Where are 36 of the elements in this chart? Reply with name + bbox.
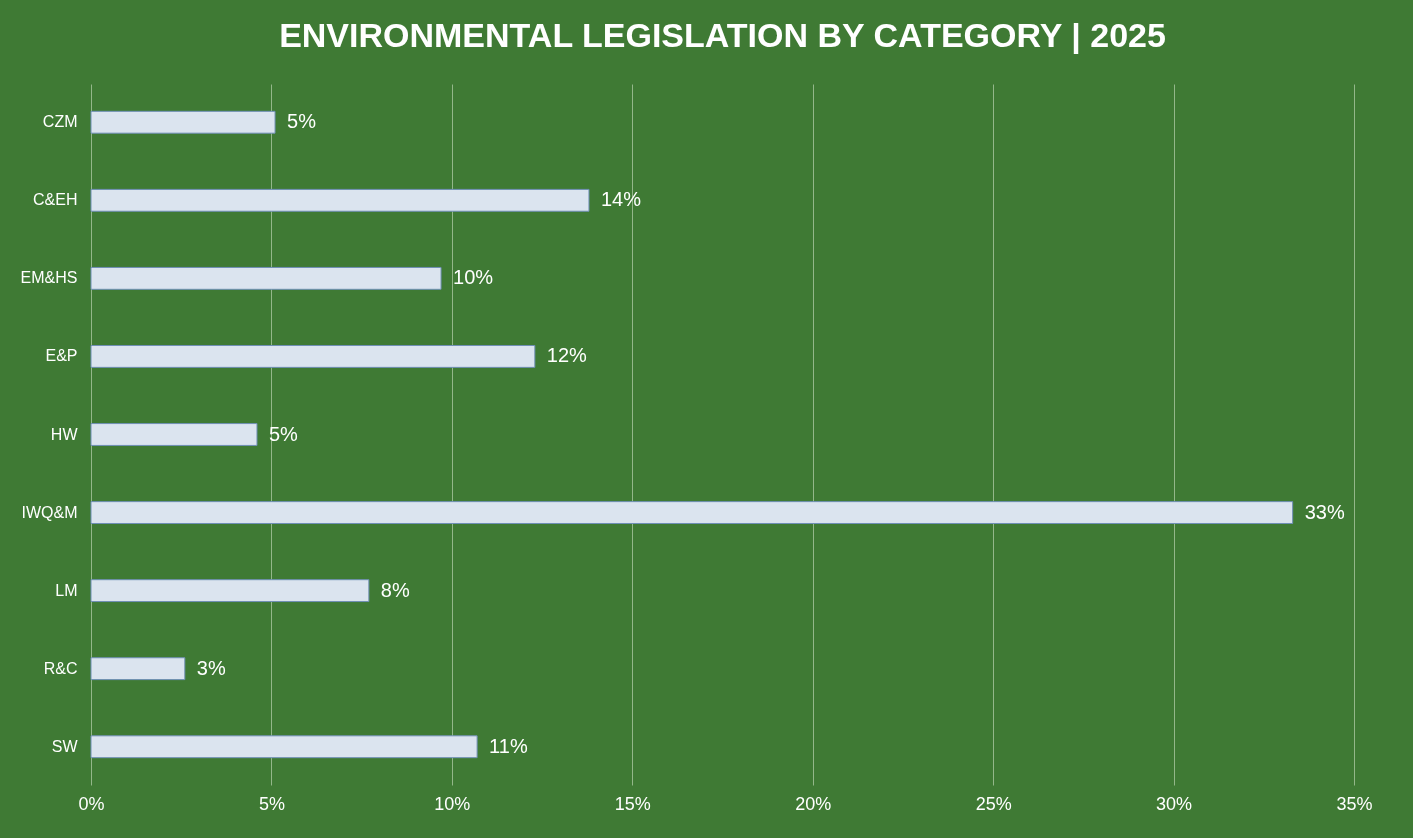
y-tick-label: SW bbox=[51, 737, 79, 755]
data-label: 8% bbox=[380, 578, 410, 601]
x-tick-label: 5% bbox=[258, 793, 285, 814]
data-label: 14% bbox=[600, 188, 642, 211]
x-tick-label: 15% bbox=[614, 793, 651, 814]
chart-title: ENVIRONMENTAL LEGISLATION BY CATEGORY | 2025 bbox=[279, 16, 1166, 54]
bar bbox=[90, 345, 536, 368]
bar bbox=[90, 110, 276, 134]
y-tick-label: E&P bbox=[45, 347, 78, 365]
bar bbox=[90, 188, 590, 212]
y-tick-label: C&EH bbox=[33, 191, 78, 209]
data-label: 10% bbox=[453, 266, 494, 289]
x-tick-label: 25% bbox=[975, 793, 1012, 814]
y-tick-label: LM bbox=[55, 581, 78, 599]
data-label: 11% bbox=[489, 734, 528, 757]
bar bbox=[90, 423, 258, 446]
bar bbox=[90, 657, 186, 681]
data-label: 33% bbox=[1304, 500, 1345, 523]
data-label: 5% bbox=[287, 110, 317, 133]
bar bbox=[90, 579, 370, 603]
data-label: 5% bbox=[268, 422, 299, 445]
x-tick-label: 0% bbox=[78, 793, 105, 814]
y-tick-label: CZM bbox=[42, 113, 78, 131]
x-tick-label: 20% bbox=[795, 793, 832, 814]
y-tick-label: EM&HS bbox=[20, 269, 78, 287]
data-label: 3% bbox=[196, 656, 226, 679]
data-label: 12% bbox=[546, 344, 588, 367]
y-tick-label: HW bbox=[50, 425, 79, 443]
x-tick-label: 30% bbox=[1156, 793, 1193, 814]
y-tick-label: IWQ&M bbox=[21, 503, 78, 521]
x-tick-label: 10% bbox=[434, 793, 471, 814]
bar bbox=[90, 735, 478, 759]
x-tick-label: 35% bbox=[1336, 793, 1373, 814]
bar bbox=[90, 501, 1294, 524]
y-tick-label: R&C bbox=[43, 659, 78, 677]
bar bbox=[90, 266, 442, 290]
